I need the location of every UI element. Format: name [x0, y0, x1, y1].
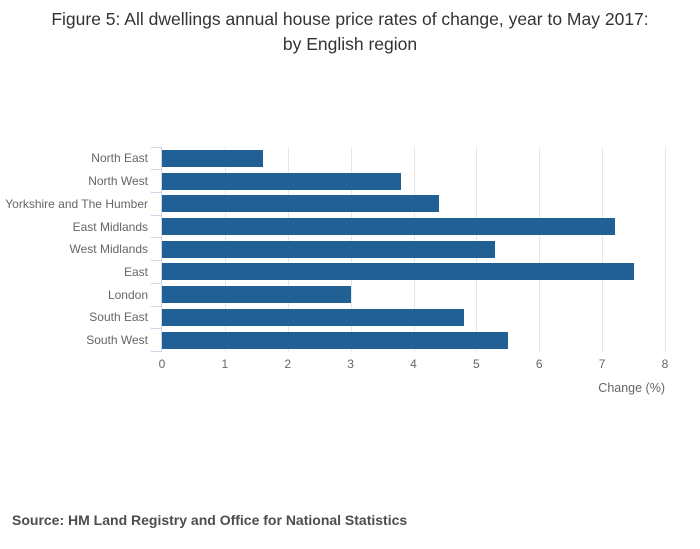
bar: [162, 331, 508, 349]
x-tick-label: 5: [473, 357, 480, 371]
x-tick-label: 0: [158, 357, 166, 371]
bar: [162, 172, 401, 190]
category-axis-tick: [151, 169, 161, 171]
x-tick-label: 3: [347, 357, 354, 371]
x-tick-label: 6: [535, 357, 543, 371]
category-axis-tick: [151, 191, 161, 193]
category-axis-tick: [151, 351, 161, 352]
bar: [162, 240, 496, 258]
category-axis-tick: [151, 146, 161, 148]
bar: [162, 195, 439, 213]
plot-area: [151, 146, 666, 352]
chart-title: Figure 5: All dwellings annual house pri…: [51, 9, 649, 54]
category-axis-tick: [151, 328, 161, 330]
gridline: [539, 147, 541, 352]
x-tick-label: 8: [661, 357, 669, 371]
x-tick-label: 1: [221, 357, 229, 371]
category-axis-tick: [151, 282, 161, 284]
category-label: East: [123, 264, 148, 279]
category-label: East Midlands: [72, 219, 148, 234]
x-tick-label: 7: [598, 357, 606, 371]
category-axis-tick: [151, 237, 161, 239]
category-axis-tick: [151, 305, 161, 307]
category-label: Yorkshire and The Humber: [5, 196, 148, 211]
bar: [162, 263, 634, 281]
source-note: Source: HM Land Registry and Office for …: [12, 512, 408, 528]
x-axis-title: Change (%): [598, 381, 665, 395]
x-tick-label: 4: [410, 357, 417, 371]
category-label: North East: [91, 151, 148, 166]
category-label: North West: [88, 174, 148, 189]
bar: [162, 308, 464, 326]
category-label: West Midlands: [69, 242, 148, 257]
gridline: [665, 147, 666, 352]
category-label: South West: [86, 333, 148, 348]
category-axis-tick: [151, 260, 161, 262]
gridline: [602, 147, 604, 352]
bar: [162, 286, 351, 304]
x-tick-label: 2: [284, 357, 292, 371]
category-axis-line: [161, 147, 162, 352]
bar: [162, 218, 615, 236]
category-label: London: [107, 287, 148, 302]
category-axis-labels: North East North West Yorkshire and The Hu…: [0, 147, 148, 352]
category-axis-tick: [151, 214, 161, 216]
category-label: South East: [89, 310, 148, 325]
bar: [162, 149, 263, 167]
